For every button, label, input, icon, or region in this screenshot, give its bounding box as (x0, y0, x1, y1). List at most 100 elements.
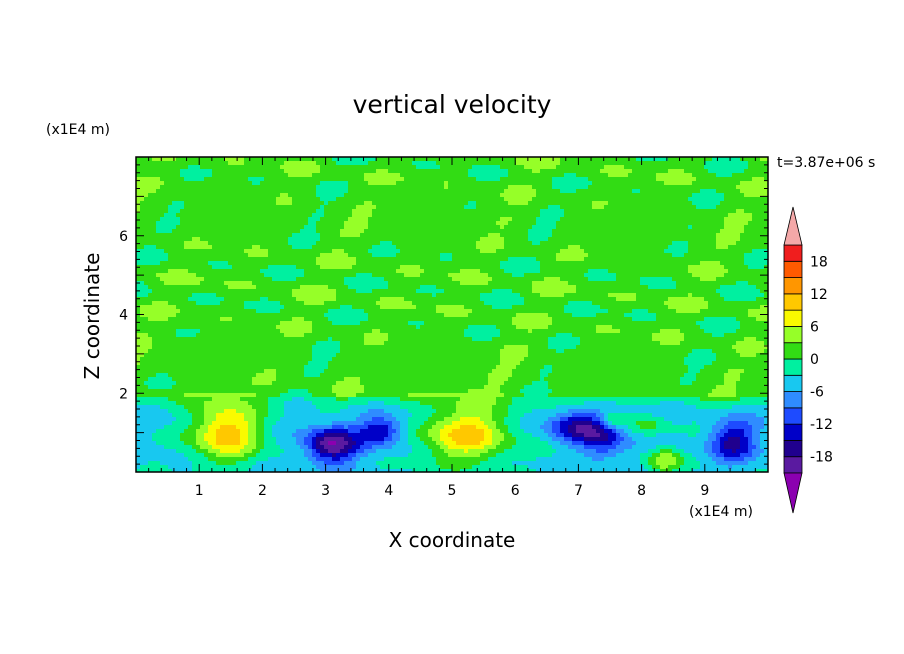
field-cell (176, 201, 181, 206)
field-cell (548, 217, 553, 222)
field-cell (140, 221, 145, 226)
field-cell (464, 209, 469, 214)
field-cell (492, 241, 497, 246)
field-cell (364, 205, 369, 210)
field-cell (656, 265, 661, 270)
field-cell (348, 229, 353, 234)
field-cell (332, 177, 337, 182)
field-cell (164, 193, 169, 198)
field-cell (684, 157, 689, 162)
field-cell (224, 229, 229, 234)
field-cell (552, 193, 557, 198)
field-cell (684, 201, 689, 206)
field-cell (396, 261, 401, 266)
field-cell (580, 169, 585, 174)
field-cell (648, 193, 653, 198)
field-cell (612, 221, 617, 226)
field-cell (224, 233, 229, 238)
field-cell (692, 245, 697, 250)
field-cell (148, 257, 153, 262)
field-cell (160, 273, 165, 278)
field-cell (204, 165, 209, 170)
field-cell (536, 225, 541, 230)
field-cell (700, 169, 705, 174)
field-cell (564, 209, 569, 214)
field-cell (396, 189, 401, 194)
field-cell (452, 161, 457, 166)
field-cell (228, 281, 233, 286)
field-cell (228, 173, 233, 178)
field-cell (324, 177, 329, 182)
field-cell (236, 173, 241, 178)
field-cell (384, 245, 389, 250)
field-cell (600, 157, 605, 162)
field-cell (572, 273, 577, 278)
field-cell (140, 245, 145, 250)
field-cell (592, 273, 597, 278)
field-cell (440, 161, 445, 166)
field-cell (336, 173, 341, 178)
field-cell (360, 277, 365, 282)
field-cell (280, 213, 285, 218)
field-cell (740, 229, 745, 234)
field-cell (600, 205, 605, 210)
field-cell (684, 185, 689, 190)
field-cell (528, 205, 533, 210)
field-cell (156, 197, 161, 202)
field-cell (348, 217, 353, 222)
field-cell (508, 197, 513, 202)
field-cell (300, 217, 305, 222)
field-cell (752, 209, 757, 214)
field-cell (392, 189, 397, 194)
field-cell (564, 277, 569, 282)
field-cell (340, 169, 345, 174)
field-cell (160, 173, 165, 178)
field-cell (696, 245, 701, 250)
field-cell (196, 261, 201, 266)
field-cell (176, 233, 181, 238)
field-cell (620, 265, 625, 270)
field-cell (624, 177, 629, 182)
field-cell (276, 165, 281, 170)
field-cell (724, 185, 729, 190)
field-cell (368, 245, 373, 250)
field-cell (248, 229, 253, 234)
field-cell (760, 225, 765, 230)
field-cell (308, 165, 313, 170)
field-cell (704, 209, 709, 214)
field-cell (448, 173, 453, 178)
field-cell (412, 265, 417, 270)
field-cell (384, 193, 389, 198)
field-cell (760, 169, 765, 174)
field-cell (376, 161, 381, 166)
field-cell (224, 157, 229, 162)
field-cell (276, 269, 281, 274)
field-cell (504, 221, 509, 226)
field-cell (600, 257, 605, 262)
field-cell (596, 277, 601, 282)
field-cell (764, 173, 769, 178)
field-cell (436, 165, 441, 170)
field-cell (428, 277, 433, 282)
field-cell (208, 277, 213, 282)
field-cell (140, 169, 145, 174)
field-cell (380, 161, 385, 166)
field-cell (692, 273, 697, 278)
field-cell (196, 241, 201, 246)
field-cell (400, 261, 405, 266)
field-cell (660, 277, 665, 282)
field-cell (668, 197, 673, 202)
field-cell (144, 157, 149, 162)
field-cell (500, 169, 505, 174)
field-cell (472, 245, 477, 250)
field-cell (416, 209, 421, 214)
field-cell (748, 193, 753, 198)
field-cell (404, 165, 409, 170)
field-cell (688, 169, 693, 174)
field-cell (500, 257, 505, 262)
field-cell (400, 229, 405, 234)
field-cell (688, 181, 693, 186)
field-cell (208, 169, 213, 174)
field-cell (520, 261, 525, 266)
field-cell (488, 281, 493, 286)
